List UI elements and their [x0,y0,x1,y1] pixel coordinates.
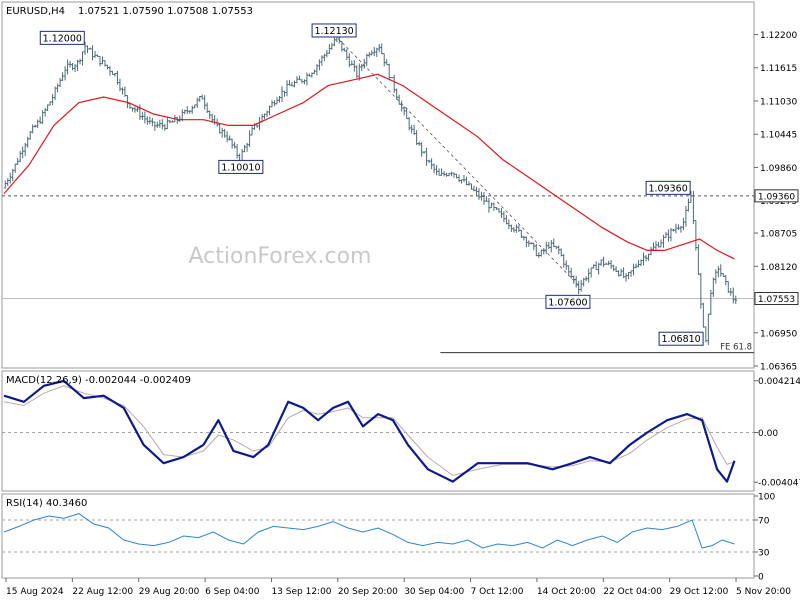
rsi-y-axis: 100 70 30 0 [754,493,775,583]
price-annotation-box [645,180,691,195]
x-tick-label: 5 Nov 20:00 [736,587,791,597]
rsi-title: RSI(14) 40.3460 [6,498,87,509]
price-annotation-box [218,159,264,174]
price-tag-label: 1.07553 [758,295,795,305]
macd-panel: MACD(12,26,9) -0.002044 -0.002409 [1,370,755,492]
price-y-axis: 1.122001.116151.110301.104451.098601.092… [754,31,799,373]
price-watermark: ActionForex.com [189,244,372,269]
price-annotation-box [545,294,591,309]
price-y-tick-label: 1.10445 [760,131,797,141]
price-annotation-box [39,30,85,45]
price-panel-frame [1,1,755,369]
x-tick-label: 6 Sep 04:00 [205,587,260,597]
x-tick-label: 29 Aug 20:00 [139,587,200,597]
x-tick-label: 30 Sep 04:00 [404,587,464,597]
price-tag-label: 1.09360 [758,192,795,202]
price-y-tick-label: 1.08705 [760,230,797,240]
price-y-tick-label: 1.08120 [760,263,797,273]
rsi-y-tick-label: 70 [758,517,770,527]
rsi-panel: RSI(14) 40.3460 [1,493,755,579]
macd-y-tick-label: 0.004214 [758,377,800,387]
price-annotation-label: 1.07600 [548,297,587,308]
moving-average-line [3,73,735,260]
x-axis: 15 Aug 2024 22 Aug 12:00 29 Aug 20:00 6 Sep… [5,578,791,597]
price-annotation-box [311,23,357,38]
x-tick-label: 22 Aug 12:00 [72,587,133,597]
price-ohlc-header: 1.07521 1.07590 1.07508 1.07553 [78,6,253,17]
macd-title: MACD(12,26,9) -0.002044 -0.002409 [6,375,191,386]
price-tag-box [754,189,799,203]
rsi-marks [2,513,754,553]
macd-y-tick-label: -0.004047 [758,479,800,489]
price-annotation-label: 1.09360 [648,183,687,194]
rsi-y-tick-label: 100 [758,493,775,503]
x-tick-label: 7 Oct 12:00 [471,587,524,597]
price-annotation-label: 1.10010 [221,162,260,173]
price-y-tick-label: 1.09860 [760,164,797,174]
fe-level-label: FE 61.8 [720,343,752,353]
price-panel: ActionForex.com FE 61.8 1.12000 1.12130 1.1… [1,1,755,369]
price-chart-title: EURUSD,H4 [6,6,65,17]
x-tick-label: 22 Oct 04:00 [603,587,662,597]
x-tick-label: 13 Sep 12:00 [271,587,331,597]
macd-marks [2,379,754,483]
x-tick-label: 15 Aug 2024 [6,587,64,597]
price-y-tick-label: 1.06365 [760,363,797,373]
x-tick-label: 14 Oct 20:00 [537,587,596,597]
rsi-y-tick-label: 30 [758,549,770,559]
price-y-tick-label: 1.11030 [760,97,797,107]
price-annotation-label: 1.06810 [661,334,700,345]
price-y-tick-label: 1.11615 [760,64,797,74]
macd-y-axis: 0.004214 0.00 -0.004047 [754,377,800,489]
rsi-panel-frame [1,493,755,579]
macd-y-tick-label: 0.00 [758,429,778,439]
macd-main-line [3,379,736,483]
swing-dashed-line [337,38,581,288]
macd-signal-line [3,385,735,477]
rsi-line [3,513,735,549]
price-annotation-box [658,331,704,346]
price-annotation-label: 1.12130 [314,26,353,37]
rsi-y-tick-label: 0 [758,573,764,583]
x-tick-label: 20 Sep 20:00 [338,587,398,597]
price-annotation-label: 1.12000 [43,33,82,44]
x-tick-label: 29 Oct 12:00 [670,587,729,597]
price-y-tick-label: 1.12200 [760,31,797,41]
macd-panel-frame [1,370,755,492]
price-marks: FE 61.8 1.12000 1.12130 1.10010 1.07600 1.093… [2,23,754,354]
price-y-tick-label: 1.06950 [760,329,797,339]
price-tag-box [754,292,799,306]
